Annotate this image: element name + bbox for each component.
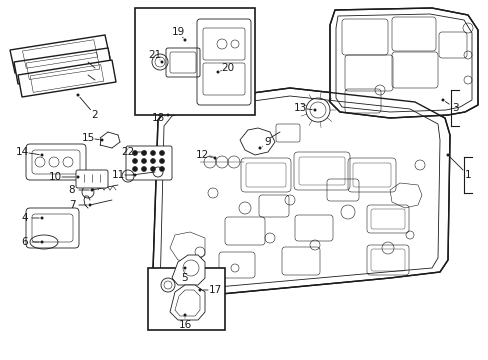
- Circle shape: [101, 139, 103, 141]
- Circle shape: [160, 60, 163, 63]
- Bar: [148, 268, 224, 330]
- Circle shape: [213, 157, 216, 159]
- Circle shape: [313, 108, 316, 112]
- Circle shape: [141, 150, 146, 156]
- Circle shape: [216, 71, 219, 73]
- Text: 6: 6: [21, 237, 28, 247]
- Circle shape: [183, 314, 186, 316]
- Circle shape: [159, 158, 164, 163]
- Circle shape: [76, 175, 80, 179]
- Polygon shape: [14, 48, 112, 84]
- Circle shape: [88, 203, 91, 207]
- Text: 20: 20: [221, 63, 234, 73]
- Circle shape: [90, 189, 93, 192]
- Text: 15: 15: [81, 133, 95, 143]
- Polygon shape: [170, 285, 204, 320]
- Circle shape: [132, 150, 137, 156]
- Circle shape: [183, 266, 186, 270]
- Circle shape: [41, 216, 43, 220]
- Circle shape: [150, 166, 155, 171]
- Circle shape: [41, 153, 43, 157]
- FancyBboxPatch shape: [26, 144, 86, 180]
- Text: 8: 8: [68, 185, 75, 195]
- Text: 19: 19: [171, 27, 184, 37]
- Circle shape: [150, 158, 155, 163]
- Text: 16: 16: [178, 320, 191, 330]
- Bar: [135, 8, 254, 115]
- Circle shape: [150, 150, 155, 156]
- Circle shape: [441, 99, 444, 102]
- Circle shape: [183, 39, 186, 41]
- Polygon shape: [172, 255, 204, 285]
- Text: 14: 14: [15, 147, 29, 157]
- Text: 1: 1: [464, 170, 470, 180]
- Circle shape: [133, 174, 136, 176]
- FancyBboxPatch shape: [126, 146, 172, 180]
- FancyBboxPatch shape: [76, 170, 108, 188]
- Circle shape: [159, 150, 164, 156]
- Text: 18: 18: [151, 113, 164, 123]
- Circle shape: [141, 158, 146, 163]
- Circle shape: [132, 166, 137, 171]
- Text: 7: 7: [68, 200, 75, 210]
- FancyBboxPatch shape: [26, 208, 79, 248]
- Circle shape: [41, 240, 43, 243]
- Text: 17: 17: [208, 285, 221, 295]
- Text: 22: 22: [121, 147, 134, 157]
- Circle shape: [76, 94, 80, 96]
- Circle shape: [132, 158, 137, 163]
- Text: 2: 2: [92, 110, 98, 120]
- Text: 10: 10: [48, 172, 61, 182]
- Polygon shape: [152, 88, 449, 300]
- Text: 12: 12: [195, 150, 208, 160]
- Circle shape: [258, 147, 261, 149]
- Text: 13: 13: [293, 103, 306, 113]
- Text: 3: 3: [451, 103, 457, 113]
- Circle shape: [198, 288, 201, 292]
- Polygon shape: [18, 60, 116, 97]
- Text: 21: 21: [148, 50, 162, 60]
- Polygon shape: [329, 8, 477, 118]
- Text: 11: 11: [111, 170, 124, 180]
- Text: 9: 9: [264, 137, 271, 147]
- Circle shape: [141, 166, 146, 171]
- Circle shape: [143, 150, 146, 153]
- Text: 4: 4: [21, 213, 28, 223]
- Text: 5: 5: [182, 273, 188, 283]
- Polygon shape: [10, 35, 110, 73]
- Polygon shape: [240, 128, 274, 155]
- Circle shape: [166, 113, 169, 117]
- Circle shape: [446, 153, 448, 157]
- Circle shape: [159, 166, 164, 171]
